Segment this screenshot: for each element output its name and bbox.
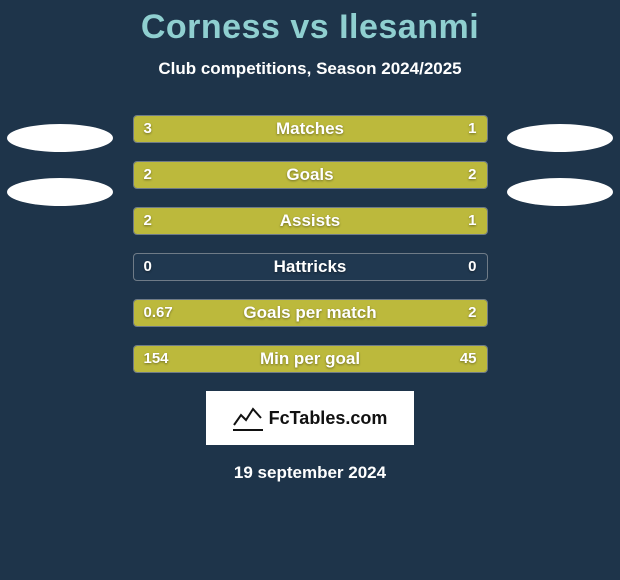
- stat-value-right: 1: [468, 208, 476, 234]
- bar-fill-right: [222, 300, 487, 326]
- bar-fill-left: [134, 162, 311, 188]
- bar-fill-left: [134, 208, 371, 234]
- bar-fill-left: [134, 346, 406, 372]
- stat-row: 2 Goals 2: [133, 161, 488, 189]
- stat-value-left: 0: [144, 254, 152, 280]
- stat-value-left: 154: [144, 346, 169, 372]
- date-text: 19 september 2024: [0, 463, 620, 483]
- avatar-right-2: [507, 178, 613, 206]
- stat-value-right: 2: [468, 300, 476, 326]
- stat-row: 154 Min per goal 45: [133, 345, 488, 373]
- stat-row: 0 Hattricks 0: [133, 253, 488, 281]
- subtitle: Club competitions, Season 2024/2025: [0, 59, 620, 79]
- stat-value-right: 0: [468, 254, 476, 280]
- stat-value-left: 2: [144, 208, 152, 234]
- stat-label: Hattricks: [134, 254, 487, 280]
- avatar-right-1: [507, 124, 613, 152]
- avatar-left-1: [7, 124, 113, 152]
- stat-row: 3 Matches 1: [133, 115, 488, 143]
- stat-value-left: 0.67: [144, 300, 173, 326]
- stat-row: 0.67 Goals per match 2: [133, 299, 488, 327]
- brand-text: FcTables.com: [269, 408, 388, 429]
- stat-value-right: 1: [468, 116, 476, 142]
- comparison-card: Corness vs Ilesanmi Club competitions, S…: [0, 0, 620, 580]
- bar-fill-right: [310, 162, 487, 188]
- stat-value-left: 3: [144, 116, 152, 142]
- stat-rows: 3 Matches 1 2 Goals 2 2 Assists 1 0 Hatt…: [0, 115, 620, 373]
- stat-value-right: 45: [460, 346, 477, 372]
- stat-value-left: 2: [144, 162, 152, 188]
- bar-fill-left: [134, 116, 399, 142]
- page-title: Corness vs Ilesanmi: [0, 0, 620, 47]
- stat-value-right: 2: [468, 162, 476, 188]
- brand-badge[interactable]: FcTables.com: [206, 391, 414, 445]
- avatar-left-2: [7, 178, 113, 206]
- brand-logo-icon: [233, 405, 263, 431]
- stat-row: 2 Assists 1: [133, 207, 488, 235]
